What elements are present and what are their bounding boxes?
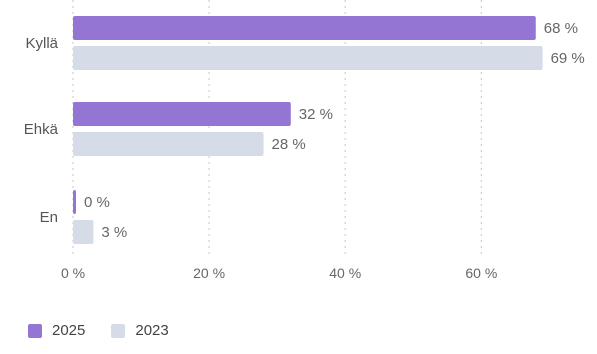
x-axis-tick-labels: 0 % 20 % 40 % 60 % <box>61 265 497 281</box>
bars: 68 % 32 % 0 % 69 % 28 % 3 % <box>73 16 585 244</box>
category-labels: Kyllä Ehkä En <box>24 35 59 226</box>
data-label: 0 % <box>84 194 110 211</box>
category-label: Ehkä <box>24 121 59 138</box>
x-tick-label: 0 % <box>61 265 85 281</box>
bar-chart: 68 % 32 % 0 % 69 % 28 % 3 % Kyllä Ehkä En 0 % 20… <box>24 0 585 281</box>
data-label: 68 % <box>544 20 578 37</box>
grid-lines <box>72 0 482 258</box>
legend-item-2023[interactable]: 2023 <box>111 322 169 339</box>
data-label: 69 % <box>551 50 585 67</box>
bar-2025-Kyllä[interactable] <box>73 16 536 40</box>
bar-2025-En[interactable] <box>73 190 76 214</box>
bar-2023-En[interactable] <box>73 220 94 244</box>
x-tick-label: 20 % <box>193 265 225 281</box>
x-tick-label: 60 % <box>465 265 497 281</box>
category-label: En <box>40 209 58 226</box>
legend-label-2025: 2025 <box>52 322 86 339</box>
data-label: 28 % <box>272 136 306 153</box>
bar-2023-Ehkä[interactable] <box>73 132 264 156</box>
legend-item-2025[interactable]: 2025 <box>28 322 85 339</box>
legend-swatch-2025 <box>28 323 42 338</box>
x-tick-label: 40 % <box>329 265 361 281</box>
legend: 2025 2023 <box>28 322 169 339</box>
bar-2023-Kyllä[interactable] <box>73 46 543 70</box>
data-label: 32 % <box>299 106 333 123</box>
data-label: 3 % <box>101 224 127 241</box>
bar-2025-Ehkä[interactable] <box>73 102 291 126</box>
legend-label-2023: 2023 <box>135 322 169 339</box>
legend-swatch-2023 <box>111 323 126 338</box>
category-label: Kyllä <box>25 35 58 52</box>
